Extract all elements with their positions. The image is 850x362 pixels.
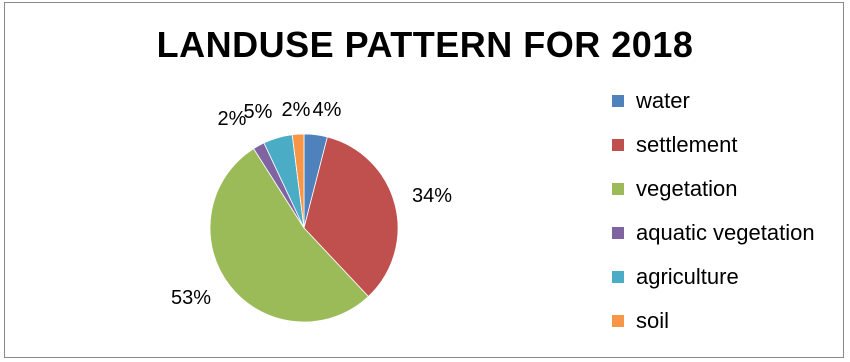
legend-swatch (612, 139, 624, 151)
legend-swatch (612, 315, 624, 327)
legend-label: water (636, 88, 690, 113)
data-label-water: 4% (313, 99, 342, 121)
legend-swatch (612, 271, 624, 283)
legend-swatch (612, 95, 624, 107)
legend-label: agriculture (636, 264, 739, 289)
data-label-vegetation: 53% (171, 287, 211, 309)
data-label-agriculture: 5% (244, 101, 273, 123)
pie-slice-vegetation (209, 148, 369, 323)
legend-label: soil (636, 308, 670, 333)
legend-label: aquatic vegetation (636, 220, 815, 245)
data-label-soil: 2% (282, 99, 311, 121)
legend-swatch (612, 227, 624, 239)
chart-frame (4, 2, 844, 358)
pie-slice-settlement (303, 136, 399, 298)
legend-label: settlement (636, 132, 738, 157)
data-label-settlement: 34% (412, 185, 452, 207)
data-label-aquatic-vegetation: 2% (218, 108, 247, 130)
legend-label: vegetation (636, 176, 738, 201)
pie-slice-soil (291, 133, 305, 229)
legend-swatch (612, 183, 624, 195)
chart-title: LANDUSE PATTERN FOR 2018 (156, 24, 694, 65)
